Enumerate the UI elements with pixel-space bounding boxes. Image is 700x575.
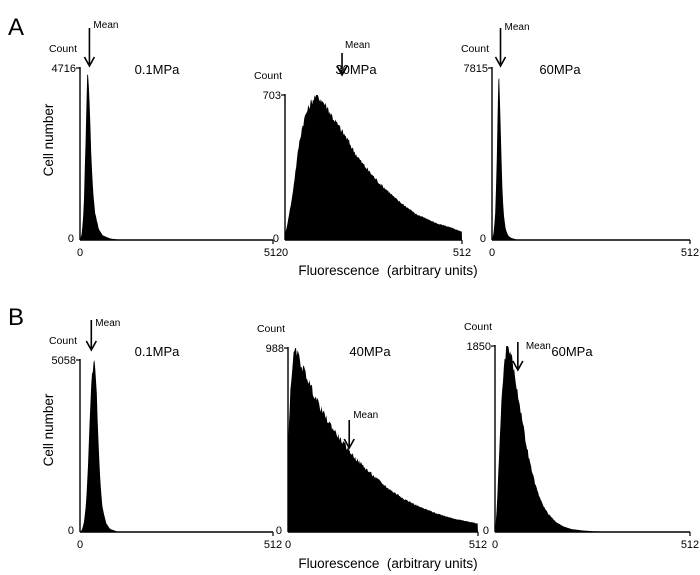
panel-letter-a: A [8,14,24,41]
mean-arrow [343,420,355,450]
y-axis-label-row-b: Cell number [41,393,56,466]
histogram-area [492,77,690,241]
condition-label: 0.1MPa [135,62,181,77]
mean-label: Mean [345,40,370,51]
y-axis-label-row-a: Cell number [41,103,56,176]
mean-label: Mean [93,20,118,31]
y-max-label: 7815 [464,63,488,75]
mean-arrow [83,28,96,68]
x-min-label: 0 [285,539,291,551]
mean-label: Mean [95,318,120,329]
condition-label: 60MPa [539,62,581,77]
count-label: Count [461,43,489,55]
condition-label: 60MPa [551,344,593,359]
y-zero-label: 0 [68,525,74,537]
histogram-area [80,74,273,241]
mean-arrow [512,342,524,372]
mean-arrow [336,53,348,77]
x-min-label: 0 [77,539,83,551]
x-axis-label-row-b: Fluorescence (arbitrary units) [298,556,477,571]
panel-a-3: Count 7815 00 512 60MPa Mean [461,22,699,259]
y-max-label: 703 [263,90,281,102]
condition-label: 0.1MPa [135,344,181,359]
count-label: Count [49,43,77,55]
histogram-area [80,360,273,532]
histogram-area [495,346,690,532]
y-zero-label: 0 [276,525,282,537]
x-max-label: 512 [264,247,282,259]
mean-arrow [85,320,98,352]
mean-arrow-head [85,340,98,352]
condition-label: 30MPa [335,62,377,77]
mean-arrow-head [83,56,96,68]
mean-label: Mean [505,22,530,33]
histogram-area [285,95,462,240]
mean-label: Mean [526,341,551,352]
y-max-label: 5058 [52,355,76,367]
y-max-label: 988 [266,343,284,355]
y-zero-label: 0 [483,525,489,537]
x-max-label: 512 [453,247,471,259]
count-label: Count [257,323,285,335]
mean-label: Mean [353,410,378,421]
x-max-label: 512 [681,247,699,259]
mean-arrow-head [494,56,507,68]
mean-arrow-head [512,360,524,372]
count-label: Count [254,70,282,82]
x-min-label: 0 [489,247,495,259]
panel-letter-b: B [8,304,24,331]
condition-label: 40MPa [349,344,391,359]
x-min-label: 0 [492,539,498,551]
y-zero-label: 0 [273,233,279,245]
x-max-label: 512 [681,539,699,551]
x-min-label: 0 [282,247,288,259]
x-axis-label-row-a: Fluorescence (arbitrary units) [298,263,477,278]
y-max-label: 4716 [52,63,76,75]
y-zero-label: 0 [68,233,74,245]
histogram-area [288,348,478,532]
y-zero-label: 0 [480,233,486,245]
mean-arrow-head [343,438,355,450]
mean-arrow-head [336,65,348,77]
y-max-label: 1850 [467,341,491,353]
x-min-label: 0 [77,247,83,259]
x-max-label: 512 [469,539,487,551]
x-max-label: 512 [264,539,282,551]
count-label: Count [49,335,77,347]
mean-arrow [494,28,507,68]
count-label: Count [464,321,492,333]
